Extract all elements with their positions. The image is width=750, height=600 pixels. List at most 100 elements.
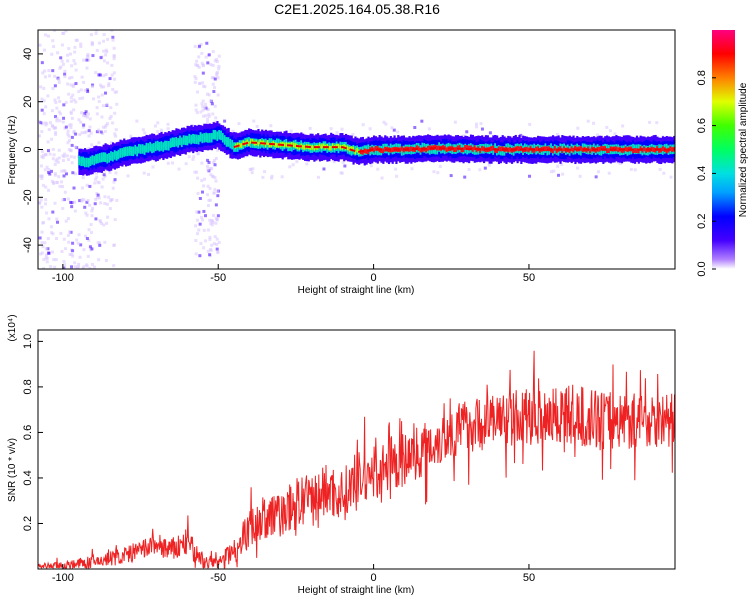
heatmap-speckle	[114, 171, 118, 175]
heatmap-speckle	[70, 64, 74, 68]
heatmap-speckle	[207, 198, 211, 202]
heatmap-speckle	[89, 223, 93, 227]
heatmap-speckle	[197, 210, 201, 214]
heatmap-cell	[572, 147, 575, 153]
heatmap-speckle	[194, 108, 198, 112]
heatmap-speckle	[94, 197, 98, 201]
heatmap-speckle	[76, 265, 80, 269]
heatmap-cell	[626, 147, 629, 153]
snr-x-label: Height of straight line (km)	[298, 585, 415, 596]
heatmap-speckle	[251, 167, 255, 171]
heatmap-speckle	[71, 249, 75, 253]
heatmap-speckle	[47, 217, 51, 221]
heatmap-cell	[147, 146, 150, 152]
heatmap-cell	[520, 146, 523, 151]
heatmap-speckle	[107, 195, 111, 199]
heatmap-cell	[555, 148, 558, 154]
heatmap-speckle	[41, 221, 45, 225]
heatmap-speckle	[69, 83, 73, 87]
heatmap-speckle	[85, 115, 89, 119]
heatmap-speckle	[197, 44, 201, 48]
heatmap-cell	[473, 145, 476, 151]
heatmap-speckle	[39, 252, 43, 256]
x-tick-label: -50	[210, 572, 226, 584]
heatmap-speckle	[95, 175, 99, 179]
heatmap-speckle	[108, 207, 112, 211]
colorbar-tick-label: 0.8	[696, 70, 708, 85]
heatmap-speckle	[63, 72, 67, 76]
heatmap-speckle	[195, 59, 199, 63]
heatmap-speckle	[99, 56, 103, 60]
heatmap-speckle	[73, 200, 77, 204]
heatmap-speckle	[44, 105, 48, 109]
heatmap-cell	[177, 140, 180, 146]
heatmap-speckle	[110, 63, 114, 67]
heatmap-cell	[221, 136, 225, 142]
heatmap-speckle	[214, 156, 218, 160]
heatmap-speckle	[198, 82, 202, 86]
heatmap-speckle	[113, 218, 117, 222]
heatmap-speckle	[60, 180, 64, 184]
heatmap-speckle	[528, 174, 532, 178]
heatmap-speckle	[166, 127, 170, 131]
heatmap-speckle	[99, 130, 103, 134]
heatmap-speckle	[70, 265, 74, 269]
heatmap-speckle	[368, 127, 372, 131]
heatmap-speckle	[655, 121, 659, 125]
heatmap-speckle	[343, 164, 347, 168]
y-tick-label: 1.0	[22, 334, 34, 349]
heatmap-speckle	[63, 69, 67, 73]
heatmap-speckle	[658, 167, 662, 171]
heatmap-cell	[130, 147, 133, 153]
heatmap-speckle	[206, 120, 210, 124]
heatmap-cell	[400, 146, 404, 151]
heatmap-speckle	[94, 177, 98, 181]
heatmap-speckle	[395, 174, 399, 178]
heatmap-speckle	[90, 247, 94, 251]
heatmap-speckle	[141, 128, 145, 132]
heatmap-cell	[318, 143, 322, 149]
heatmap-speckle	[64, 247, 68, 251]
heatmap-speckle	[111, 186, 115, 190]
heatmap-speckle	[51, 86, 55, 90]
heatmap-speckle	[483, 166, 487, 170]
heatmap-speckle	[213, 176, 217, 180]
heatmap-cell	[128, 148, 131, 154]
heatmap-speckle	[549, 170, 553, 174]
heatmap-speckle	[85, 88, 89, 92]
heatmap-speckle	[53, 173, 57, 177]
x-tick-label: 0	[371, 272, 377, 284]
heatmap-speckle	[91, 54, 95, 58]
heatmap-cell	[391, 147, 394, 153]
heatmap-speckle	[110, 198, 114, 202]
heatmap-speckle	[40, 97, 44, 101]
heatmap-speckle	[215, 73, 219, 77]
heatmap-speckle	[329, 127, 333, 131]
heatmap-cell	[320, 144, 323, 150]
heatmap-cell	[460, 147, 463, 153]
heatmap-speckle	[90, 214, 94, 218]
heatmap-cell	[87, 158, 90, 164]
heatmap-cell	[436, 145, 439, 151]
heatmap-speckle	[82, 123, 86, 127]
heatmap-cell	[469, 145, 473, 151]
heatmap-speckle	[223, 119, 227, 123]
heatmap-speckle	[89, 131, 93, 135]
heatmap-speckle	[213, 104, 217, 108]
heatmap-speckle	[103, 240, 107, 244]
heatmap-speckle	[85, 58, 89, 62]
heatmap-speckle	[70, 75, 74, 79]
heatmap-speckle	[99, 201, 103, 205]
heatmap-speckle	[194, 239, 198, 243]
heatmap-cell	[98, 155, 102, 161]
heatmap-cell	[83, 159, 87, 165]
heatmap-speckle	[111, 121, 115, 125]
heatmap-speckle	[67, 138, 71, 142]
heatmap-speckle	[207, 53, 211, 57]
heatmap-speckle	[74, 82, 78, 86]
heatmap-cell	[445, 147, 448, 153]
heatmap-speckle	[101, 177, 105, 181]
heatmap-speckle	[70, 205, 74, 209]
heatmap-speckle	[96, 193, 100, 197]
heatmap-speckle	[143, 131, 147, 135]
